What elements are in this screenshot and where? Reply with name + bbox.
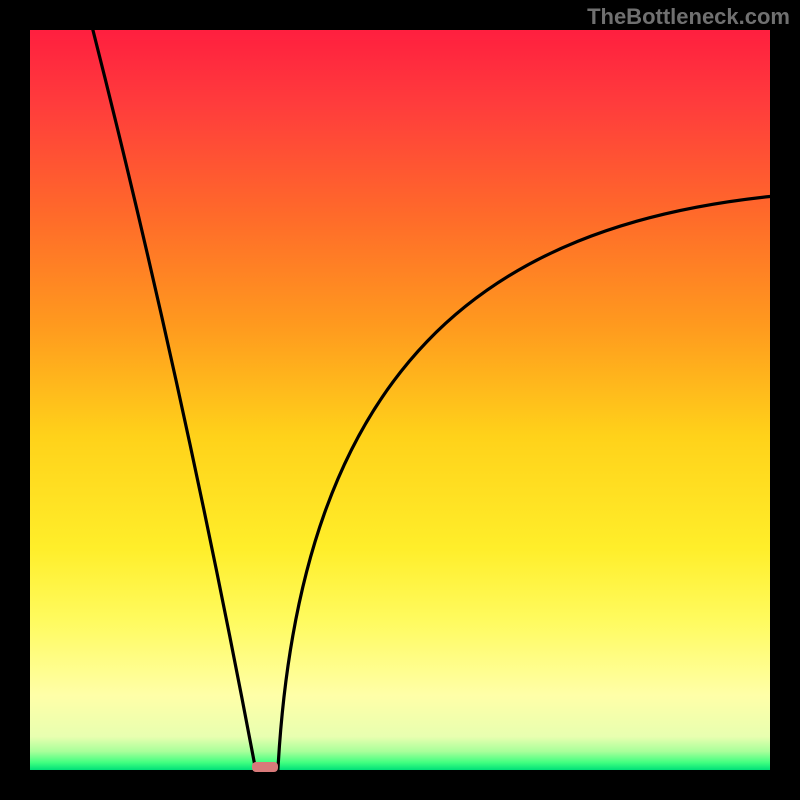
bottleneck-curve	[30, 30, 770, 770]
optimum-marker	[252, 762, 278, 772]
plot-area	[30, 30, 770, 770]
watermark-text: TheBottleneck.com	[587, 4, 790, 30]
